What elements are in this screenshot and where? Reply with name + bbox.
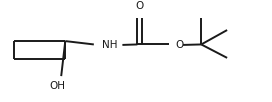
Text: OH: OH [49, 81, 65, 91]
Text: O: O [136, 1, 144, 11]
Text: NH: NH [102, 40, 118, 50]
Text: O: O [175, 40, 184, 50]
